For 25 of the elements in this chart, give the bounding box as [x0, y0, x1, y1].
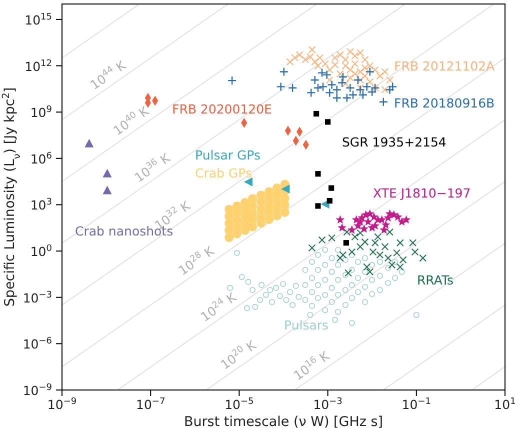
series-label: Pulsars: [284, 318, 329, 332]
series-label: FRB 20180916B: [394, 96, 495, 110]
series-label: FRB 20121102A: [394, 58, 496, 74]
x-tick-label: 10$^{1}$: [494, 397, 516, 412]
y-tick-label: 10$^{12}$: [24, 58, 52, 74]
x-axis-title: Burst timescale (ν W) [GHz s]: [184, 414, 384, 430]
y-tick-label: 10$^{0}$: [30, 244, 52, 260]
series-label: FRB 20200120E: [172, 102, 272, 116]
series-label: RRATs: [417, 272, 454, 288]
y-tick-label: 10$^{−9}$: [22, 383, 52, 398]
y-tick-label: 10$^{3}$: [30, 198, 52, 213]
x-tick-label: 10$^{−1}$: [402, 397, 431, 412]
y-tick-label: 10$^{15}$: [24, 12, 52, 28]
y-tick-label: 10$^{−6}$: [22, 336, 52, 352]
x-tick-label: 10$^{−5}$: [224, 397, 254, 412]
series-label: Crab GPs: [195, 166, 252, 180]
series-label: XTE J1810−197: [373, 186, 471, 200]
x-tick-label: 10$^{−7}$: [136, 397, 166, 412]
series-label: SGR 1935+2154: [342, 134, 446, 150]
x-tick-label: 10$^{−3}$: [313, 397, 342, 412]
y-tick-label: 10$^{−3}$: [22, 290, 52, 306]
y-tick-label: 10$^{9}$: [30, 105, 52, 120]
x-tick-label: 10$^{−9}$: [47, 397, 77, 412]
series-label: Pulsar GPs: [195, 148, 261, 162]
y-tick-label: 10$^{6}$: [30, 151, 52, 166]
